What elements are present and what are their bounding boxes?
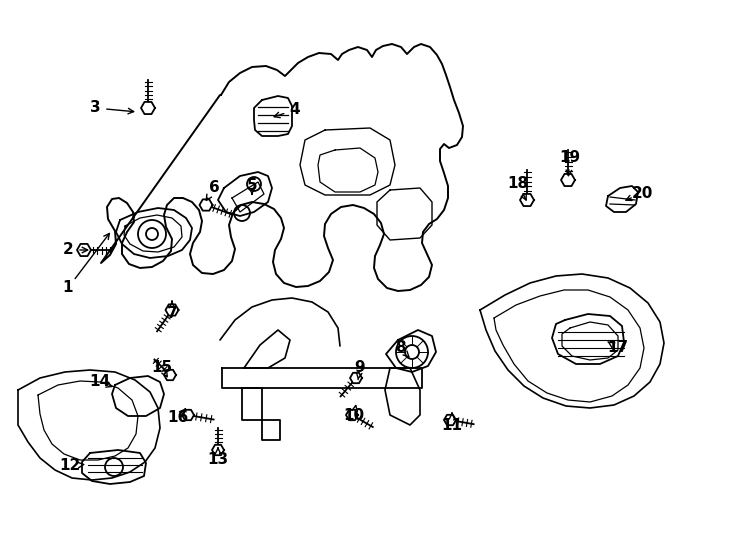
Text: 6: 6	[208, 180, 219, 195]
Text: 1: 1	[62, 280, 73, 295]
Text: 20: 20	[631, 186, 653, 200]
Text: 5: 5	[247, 178, 258, 192]
Text: 13: 13	[208, 453, 228, 468]
Text: 11: 11	[441, 417, 462, 433]
Text: 19: 19	[559, 151, 581, 165]
Text: 12: 12	[59, 458, 81, 474]
Text: 8: 8	[395, 341, 405, 355]
Text: 4: 4	[290, 103, 300, 118]
Text: 7: 7	[167, 306, 178, 321]
Text: 2: 2	[62, 242, 73, 258]
Text: 3: 3	[90, 100, 101, 116]
Text: 14: 14	[90, 375, 111, 389]
Text: 18: 18	[507, 176, 528, 191]
Text: 16: 16	[167, 410, 189, 426]
Text: 17: 17	[608, 341, 628, 355]
Text: 9: 9	[355, 361, 366, 375]
Text: 10: 10	[344, 408, 365, 422]
Text: 15: 15	[151, 361, 172, 375]
